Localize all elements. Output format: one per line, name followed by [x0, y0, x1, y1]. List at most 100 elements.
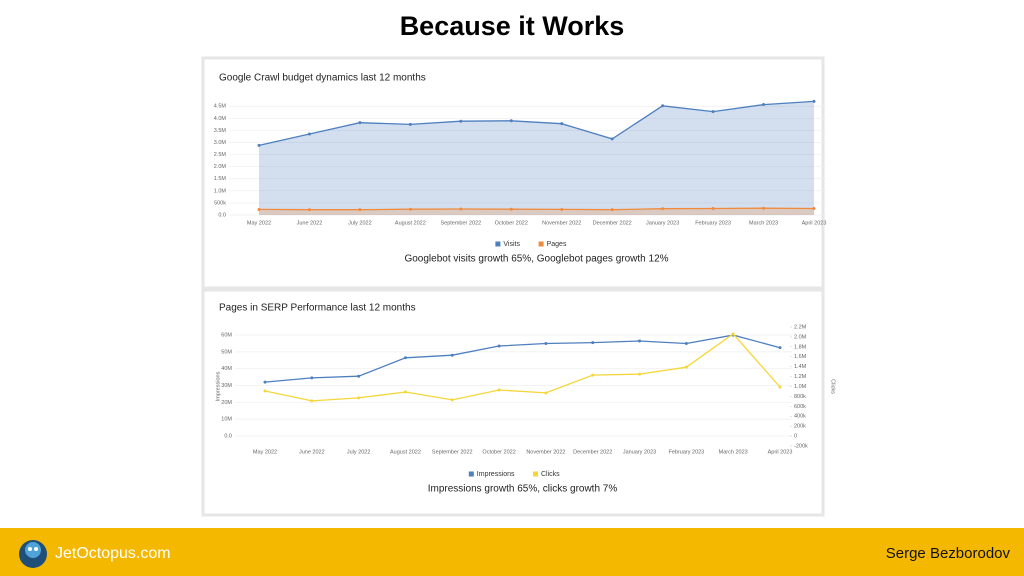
data-point: [778, 385, 782, 389]
data-point: [459, 207, 463, 211]
y2-tick-label: 0: [794, 434, 797, 440]
x-tick-label: October 2022: [482, 449, 515, 455]
x-tick-label: April 2023: [768, 449, 793, 455]
x-tick-label: April 2023: [802, 220, 827, 226]
y-tick-label: 1.0M: [214, 188, 227, 194]
data-point: [307, 208, 311, 212]
y-tick-label: 4.0M: [214, 116, 227, 122]
data-point: [450, 398, 454, 402]
footer-bar: [0, 528, 1024, 576]
legend-swatch: [533, 471, 538, 477]
x-tick-label: March 2023: [719, 449, 748, 455]
x-tick-label: July 2022: [347, 449, 371, 455]
x-tick-label: November 2022: [526, 449, 565, 455]
y2-tick-label: 1.8M: [794, 344, 807, 350]
y2-tick-label: 1.4M: [794, 364, 807, 370]
x-tick-label: August 2022: [395, 220, 426, 226]
y2-tick-label: 800k: [794, 394, 806, 400]
x-tick-label: May 2022: [247, 220, 271, 226]
data-point: [450, 353, 454, 357]
data-point: [497, 344, 501, 348]
data-point: [544, 391, 548, 395]
data-point: [310, 399, 314, 403]
y2-tick-label: -200k: [794, 443, 808, 449]
y2-tick-label: 400k: [794, 414, 806, 420]
legend-label: Pages: [547, 241, 567, 248]
data-point: [307, 132, 311, 136]
data-point: [459, 119, 463, 123]
data-point: [408, 207, 412, 211]
y-tick-label: 50M: [221, 349, 232, 355]
data-point: [610, 137, 614, 141]
chart-caption: Googlebot visits growth 65%, Googlebot p…: [404, 254, 668, 265]
data-point: [560, 122, 564, 126]
y-tick-label: 1.5M: [214, 176, 227, 182]
y-tick-label: 60M: [221, 333, 232, 339]
data-point: [731, 332, 735, 336]
data-point: [544, 341, 548, 345]
data-point: [591, 373, 595, 377]
data-point: [403, 390, 407, 394]
y-tick-label: 3.5M: [214, 128, 227, 134]
legend-label: Clicks: [541, 471, 560, 478]
data-point: [778, 346, 782, 350]
data-point: [263, 380, 267, 384]
legend-label: Impressions: [477, 471, 515, 478]
logo: [19, 540, 47, 568]
area-fill: [259, 101, 814, 215]
y2-tick-label: 2.0M: [794, 334, 807, 340]
y-tick-label: 3.0M: [214, 140, 227, 146]
chart-panel: [201, 56, 825, 290]
x-tick-label: February 2023: [695, 220, 731, 226]
legend-swatch: [468, 471, 474, 477]
data-point: [684, 365, 688, 369]
y-tick-label: 0.0: [218, 212, 226, 218]
data-point: [357, 374, 361, 378]
data-point: [263, 389, 267, 393]
y-tick-label: 40M: [221, 366, 232, 372]
y-tick-label: 4.5M: [214, 104, 227, 110]
data-point: [357, 396, 361, 400]
data-point: [560, 207, 564, 211]
y2-tick-label: 200k: [794, 424, 806, 430]
data-point: [408, 122, 412, 126]
chart-title: Pages in SERP Performance last 12 months: [219, 303, 416, 314]
data-point: [711, 206, 715, 210]
y-tick-label: 2.0M: [214, 164, 227, 170]
data-point: [257, 207, 261, 211]
data-point: [762, 103, 766, 107]
legend-swatch: [538, 241, 544, 247]
data-point: [661, 104, 665, 108]
data-point: [358, 121, 362, 125]
brand: JetOctopus.com: [55, 545, 171, 562]
data-point: [257, 143, 261, 147]
x-tick-label: December 2022: [593, 220, 632, 226]
x-tick-label: February 2023: [668, 449, 704, 455]
data-point: [762, 206, 766, 210]
data-point: [812, 206, 816, 210]
y-tick-label: 30M: [221, 383, 232, 389]
x-tick-label: December 2022: [573, 449, 612, 455]
data-point: [610, 208, 614, 212]
data-point: [684, 341, 688, 345]
legend: Visits Pages: [495, 241, 567, 248]
x-tick-label: September 2022: [432, 449, 473, 455]
data-point: [509, 119, 513, 123]
data-point: [358, 208, 362, 212]
x-tick-label: January 2023: [646, 220, 679, 226]
author: Serge Bezborodov: [886, 545, 1011, 562]
y2-axis-title: Clicks: [830, 379, 836, 394]
data-point: [638, 339, 642, 343]
y2-tick-label: 1.6M: [794, 354, 807, 360]
data-point: [638, 372, 642, 376]
x-tick-label: June 2022: [297, 220, 323, 226]
data-point: [403, 356, 407, 360]
data-point: [310, 376, 314, 380]
x-tick-label: July 2022: [348, 220, 372, 226]
series-line: [264, 333, 781, 402]
x-tick-label: November 2022: [542, 220, 581, 226]
y-tick-label: 500k: [214, 200, 226, 206]
y-tick-label: 0.0: [224, 433, 232, 439]
data-point: [812, 99, 816, 103]
